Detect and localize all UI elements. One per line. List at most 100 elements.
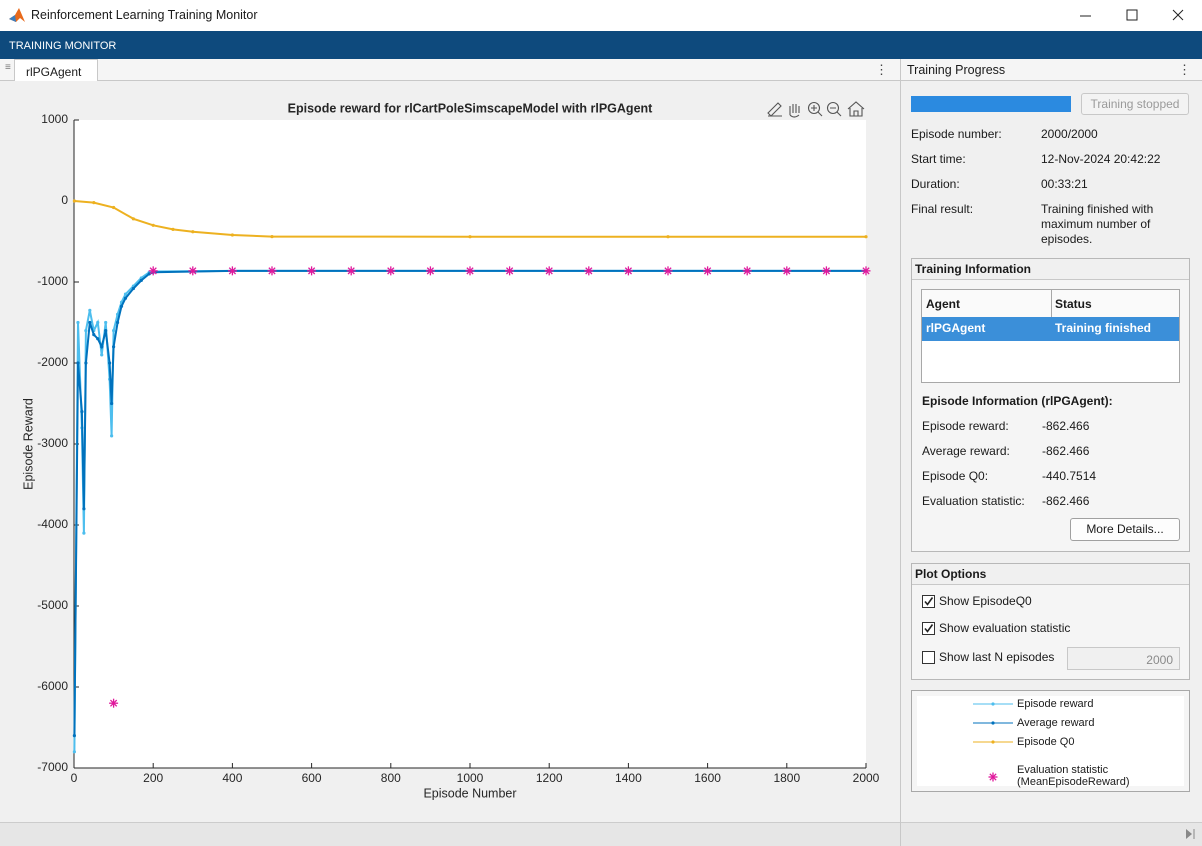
marker xyxy=(864,235,867,238)
marker xyxy=(307,266,316,275)
pan-tool[interactable] xyxy=(790,104,799,117)
marker xyxy=(73,199,76,202)
legend-label: Episode Q0 xyxy=(1017,736,1139,748)
box-title: Training Information xyxy=(912,259,1189,280)
tab-bar xyxy=(0,59,900,81)
panel-menu[interactable]: ⋮ xyxy=(1178,62,1191,78)
zoom-in-tool[interactable] xyxy=(809,103,823,117)
field-label: Evaluation statistic: xyxy=(922,494,1025,508)
marker xyxy=(228,266,237,275)
zoom-out-tool[interactable] xyxy=(828,103,842,117)
field-value: Training finished with maximum number of… xyxy=(1041,202,1176,247)
option-label: Show EpisodeQ0 xyxy=(939,594,1032,608)
marker xyxy=(100,353,103,356)
checkbox[interactable] xyxy=(922,651,935,664)
field-value: -862.466 xyxy=(1042,419,1089,433)
more-details-button[interactable]: More Details... xyxy=(1070,518,1180,541)
tab-menu[interactable]: ⋮ xyxy=(875,62,888,78)
checkbox[interactable] xyxy=(922,622,935,635)
marker xyxy=(124,297,127,300)
x-tick-label: 1000 xyxy=(457,771,484,785)
column-divider xyxy=(1051,290,1052,317)
x-tick-label: 800 xyxy=(381,771,401,785)
collapse-button[interactable] xyxy=(1184,827,1198,841)
marker xyxy=(191,230,194,233)
brush-tool[interactable] xyxy=(768,103,782,116)
plot-toolbar xyxy=(768,102,864,117)
marker xyxy=(96,321,99,324)
marker xyxy=(149,266,158,275)
checkbox[interactable] xyxy=(922,595,935,608)
x-axis-label: Episode Number xyxy=(423,786,516,800)
y-tick-label: -1000 xyxy=(37,274,68,288)
table-cell: Training finished xyxy=(1055,321,1151,335)
legend-marker xyxy=(991,740,994,743)
marker xyxy=(82,532,85,535)
field-label: Final result: xyxy=(911,202,973,216)
marker xyxy=(152,224,155,227)
field-value: -862.466 xyxy=(1042,494,1089,508)
marker xyxy=(862,266,871,275)
marker xyxy=(92,333,95,336)
home-tool[interactable] xyxy=(848,102,864,116)
legend-label: Average reward xyxy=(1017,717,1139,729)
app-bar-title: TRAINING MONITOR xyxy=(9,40,116,52)
x-tick-label: 200 xyxy=(143,771,163,785)
marker xyxy=(132,217,135,220)
marker xyxy=(104,321,107,324)
marker xyxy=(82,507,85,510)
field-value: 2000/2000 xyxy=(1041,127,1176,142)
chart-title: Episode reward for rlCartPoleSimscapeMod… xyxy=(288,101,653,115)
x-tick-label: 1600 xyxy=(694,771,721,785)
marker xyxy=(96,337,99,340)
marker xyxy=(73,750,76,753)
legend-marker xyxy=(989,773,998,782)
marker xyxy=(80,410,83,413)
y-tick-label: -4000 xyxy=(37,517,68,531)
marker xyxy=(120,305,123,308)
legend-label: Episode reward xyxy=(1017,698,1139,710)
marker xyxy=(132,287,135,290)
last-n-input[interactable]: 2000 xyxy=(1067,647,1180,670)
marker xyxy=(386,266,395,275)
marker xyxy=(108,361,111,364)
tab-grip: ≡ xyxy=(5,62,11,73)
progress-bar xyxy=(911,96,1071,112)
marker xyxy=(76,361,79,364)
option-label: Show evaluation statistic xyxy=(939,621,1070,635)
marker xyxy=(468,235,471,238)
marker xyxy=(270,235,273,238)
field-value: 12-Nov-2024 20:42:22 xyxy=(1041,152,1176,167)
tab[interactable]: rlPGAgent xyxy=(14,59,98,81)
plot-area xyxy=(74,120,866,768)
x-tick-label: 400 xyxy=(222,771,242,785)
maximize[interactable] xyxy=(1127,10,1137,20)
y-tick-label: -7000 xyxy=(37,760,68,774)
marker xyxy=(112,345,115,348)
field-value: 00:33:21 xyxy=(1041,177,1176,192)
agent-table: Agent Status rlPGAgent Training finished xyxy=(921,289,1180,383)
close[interactable] xyxy=(1173,10,1183,20)
x-tick-label: 1200 xyxy=(536,771,563,785)
marker xyxy=(100,345,103,348)
marker xyxy=(171,228,174,231)
marker xyxy=(84,329,87,332)
y-tick-label: -3000 xyxy=(37,436,68,450)
x-tick-label: 2000 xyxy=(853,771,880,785)
marker xyxy=(73,734,76,737)
legend-swatch xyxy=(971,736,1015,748)
legend-marker xyxy=(991,702,994,705)
marker xyxy=(666,235,669,238)
legend-label: Evaluation statistic (MeanEpisodeReward) xyxy=(1017,764,1139,788)
status-bar-right xyxy=(901,822,1202,846)
field-label: Duration: xyxy=(911,177,960,191)
marker xyxy=(110,402,113,405)
marker xyxy=(426,266,435,275)
divider xyxy=(900,59,901,846)
field-label: Episode reward: xyxy=(922,419,1009,433)
y-axis-label: Episode Reward xyxy=(21,398,35,490)
y-tick-label: 1000 xyxy=(41,112,68,126)
panel-title: Training Progress xyxy=(907,63,1005,77)
field-label: Average reward: xyxy=(922,444,1010,458)
